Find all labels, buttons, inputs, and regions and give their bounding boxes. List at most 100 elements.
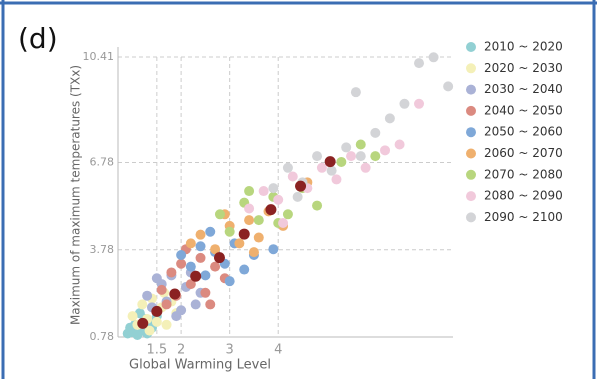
legend-label: 2040 ~ 2050 [484,103,563,117]
legend-label: 2030 ~ 2040 [484,82,563,96]
y-axis-label: Maximum of maximum temperatures (TXx) [69,65,83,325]
point [268,183,279,194]
legend-label: 2060 ~ 2070 [484,146,563,160]
point [210,244,221,255]
legend-swatch [466,84,476,95]
legend-label: 2070 ~ 2080 [484,167,563,181]
point [282,162,293,173]
x-tick-label: 4 [274,343,282,358]
legend-label: 2090 ~ 2100 [484,210,563,224]
point [370,151,381,162]
point [205,299,216,310]
point [326,165,337,176]
x-tick-label: 1.5 [146,343,167,358]
legend-swatch [466,169,476,180]
point [258,186,269,197]
point [171,311,182,322]
y-tick-label: 3.78 [90,243,115,256]
legend-swatch [466,212,476,223]
point [292,191,303,202]
point [214,209,225,220]
point [176,258,187,269]
point [234,238,245,249]
point [316,162,327,173]
point [350,87,361,98]
point [244,203,255,214]
point [443,81,454,92]
point [166,267,177,278]
point [287,171,298,182]
point [282,209,293,220]
point [360,162,371,173]
legend-swatch [466,191,476,202]
y-tick-label: 6.78 [90,156,115,169]
x-tick-label: 2 [177,343,185,358]
point [312,200,323,211]
point [156,284,167,295]
point [185,279,196,290]
point [355,139,366,150]
legend-label: 2050 ~ 2060 [484,125,563,139]
mean-point [151,305,163,317]
point [394,139,405,150]
mean-point [295,180,307,192]
panel-label: (d) [18,22,58,55]
point [200,270,211,281]
x-tick-label: 3 [226,343,234,358]
point [127,311,138,322]
point [244,215,255,226]
legend-label: 2010 ~ 2020 [484,40,563,54]
point [176,250,187,261]
point [205,226,216,237]
point [384,113,395,124]
legend-swatch [466,63,476,74]
legend-label: 2020 ~ 2030 [484,61,563,75]
point [161,319,172,330]
point [336,156,347,167]
point [185,261,196,272]
mean-point [190,270,202,282]
point [210,261,221,272]
point [380,145,391,156]
point [137,299,148,310]
mean-point [213,252,225,264]
point [253,215,264,226]
legend-swatch [466,105,476,116]
mean-point [238,228,250,240]
legend-label: 2080 ~ 2090 [484,189,563,203]
point [161,299,172,310]
mean-point [265,204,277,216]
point [370,127,381,138]
legend-swatch [466,42,476,52]
point [151,316,162,327]
point [195,241,206,252]
point [224,226,235,237]
y-tick-label: 0.78 [90,330,115,343]
mean-point [169,288,181,300]
point [273,194,284,205]
point [278,218,289,229]
mean-point [324,156,336,168]
point [224,276,235,287]
point [399,98,410,109]
legend-swatch [466,127,476,138]
point [341,142,352,153]
point [151,273,162,284]
point [185,238,196,249]
point [248,247,259,258]
point [239,264,250,275]
point [195,229,206,240]
point [253,232,264,243]
point [268,244,279,255]
point [331,174,342,185]
point [244,186,255,197]
point [144,325,155,336]
point [142,290,153,301]
mean-point [137,317,149,329]
point [200,287,211,298]
legend-swatch [466,148,476,159]
point [355,151,366,162]
point [195,252,206,263]
point [190,299,201,310]
